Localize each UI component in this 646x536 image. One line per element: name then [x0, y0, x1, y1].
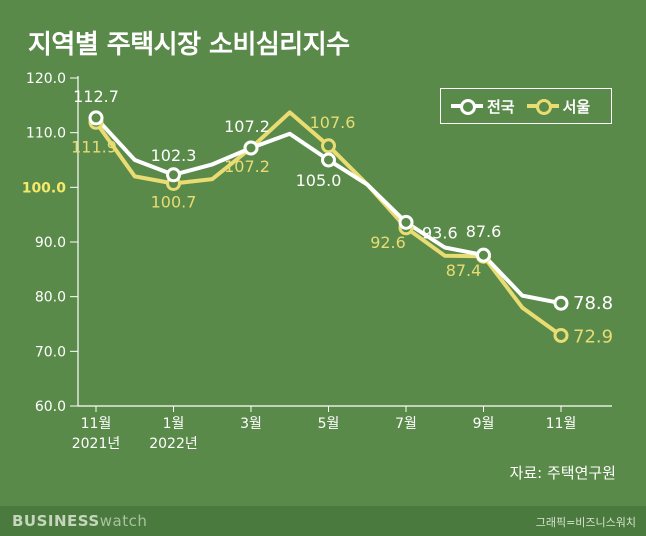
y-tick-label: 90.0	[35, 235, 66, 251]
y-tick-label: 110.0	[26, 126, 66, 142]
data-point-national	[476, 247, 491, 263]
data-label-seoul: 72.9	[573, 326, 613, 347]
x-tick-label: 5월	[318, 416, 340, 432]
data-point-national	[243, 140, 259, 156]
data-point-seoul	[321, 138, 336, 154]
x-tick-label: 9월	[473, 416, 495, 432]
data-label-national: 102.3	[151, 146, 197, 165]
data-point-national	[166, 167, 181, 183]
x-tick-label: 3월	[240, 416, 262, 432]
x-tick-year-label: 2022년	[149, 436, 198, 452]
data-label-national: 105.0	[296, 171, 342, 190]
line-chart: 60.0 70.0 80.0 90.0 100.0 110.0 120.0 11월 2021년 1…	[22, 71, 613, 452]
data-point-national	[321, 152, 336, 168]
brand-main: BUSINESS	[12, 512, 100, 530]
y-tick-label: 60.0	[35, 399, 66, 415]
legend-label-national: 전국	[487, 97, 515, 116]
data-label-national: 78.8	[573, 293, 613, 314]
data-label-seoul: 92.6	[370, 233, 406, 252]
data-label-seoul: 87.4	[446, 261, 482, 280]
brand-logo: BUSINESSwatch	[12, 512, 147, 530]
source-note: 자료: 주택연구원	[509, 464, 616, 482]
data-label-national: 93.6	[422, 223, 458, 242]
data-label-national: 112.7	[73, 87, 119, 106]
legend-item-seoul: 서울	[526, 96, 591, 117]
legend-swatch-seoul	[526, 99, 559, 115]
data-label-seoul: 100.7	[151, 193, 197, 212]
data-label-seoul: 111.9	[71, 137, 117, 156]
y-tick-label: 100.0	[22, 180, 67, 196]
data-point-national	[553, 295, 569, 311]
legend-label-seoul: 서울	[562, 97, 591, 116]
y-tick-label: 80.0	[35, 290, 66, 306]
data-label-national: 107.2	[224, 117, 270, 136]
y-tick-label: 120.0	[26, 71, 66, 87]
legend-swatch-national	[451, 99, 483, 115]
data-label-seoul: 107.2	[224, 157, 270, 176]
chart-title: 지역별 주택시장 소비심리지수	[28, 30, 350, 60]
legend: 전국 서울	[440, 88, 612, 124]
data-point-national	[88, 110, 104, 126]
data-label-national: 87.6	[466, 222, 502, 241]
data-point-national	[398, 214, 414, 230]
legend-item-national: 전국	[451, 96, 515, 117]
footer-bar: BUSINESSwatch 그래픽=비즈니스워치	[0, 506, 646, 536]
data-point-seoul	[553, 327, 569, 343]
y-tick-label: 70.0	[35, 344, 66, 360]
x-tick-year-label: 2021년	[72, 436, 121, 452]
x-tick-label: 7월	[395, 416, 417, 432]
legend-marker-national	[460, 99, 476, 115]
x-tick-label: 11월	[81, 416, 112, 432]
brand-sub: watch	[99, 512, 148, 530]
data-label-seoul: 107.6	[310, 113, 356, 132]
x-tick-label: 11월	[546, 416, 577, 432]
x-tick-label: 1월	[163, 416, 185, 432]
graphic-credit: 그래픽=비즈니스워치	[535, 516, 636, 529]
legend-marker-seoul	[535, 99, 552, 115]
